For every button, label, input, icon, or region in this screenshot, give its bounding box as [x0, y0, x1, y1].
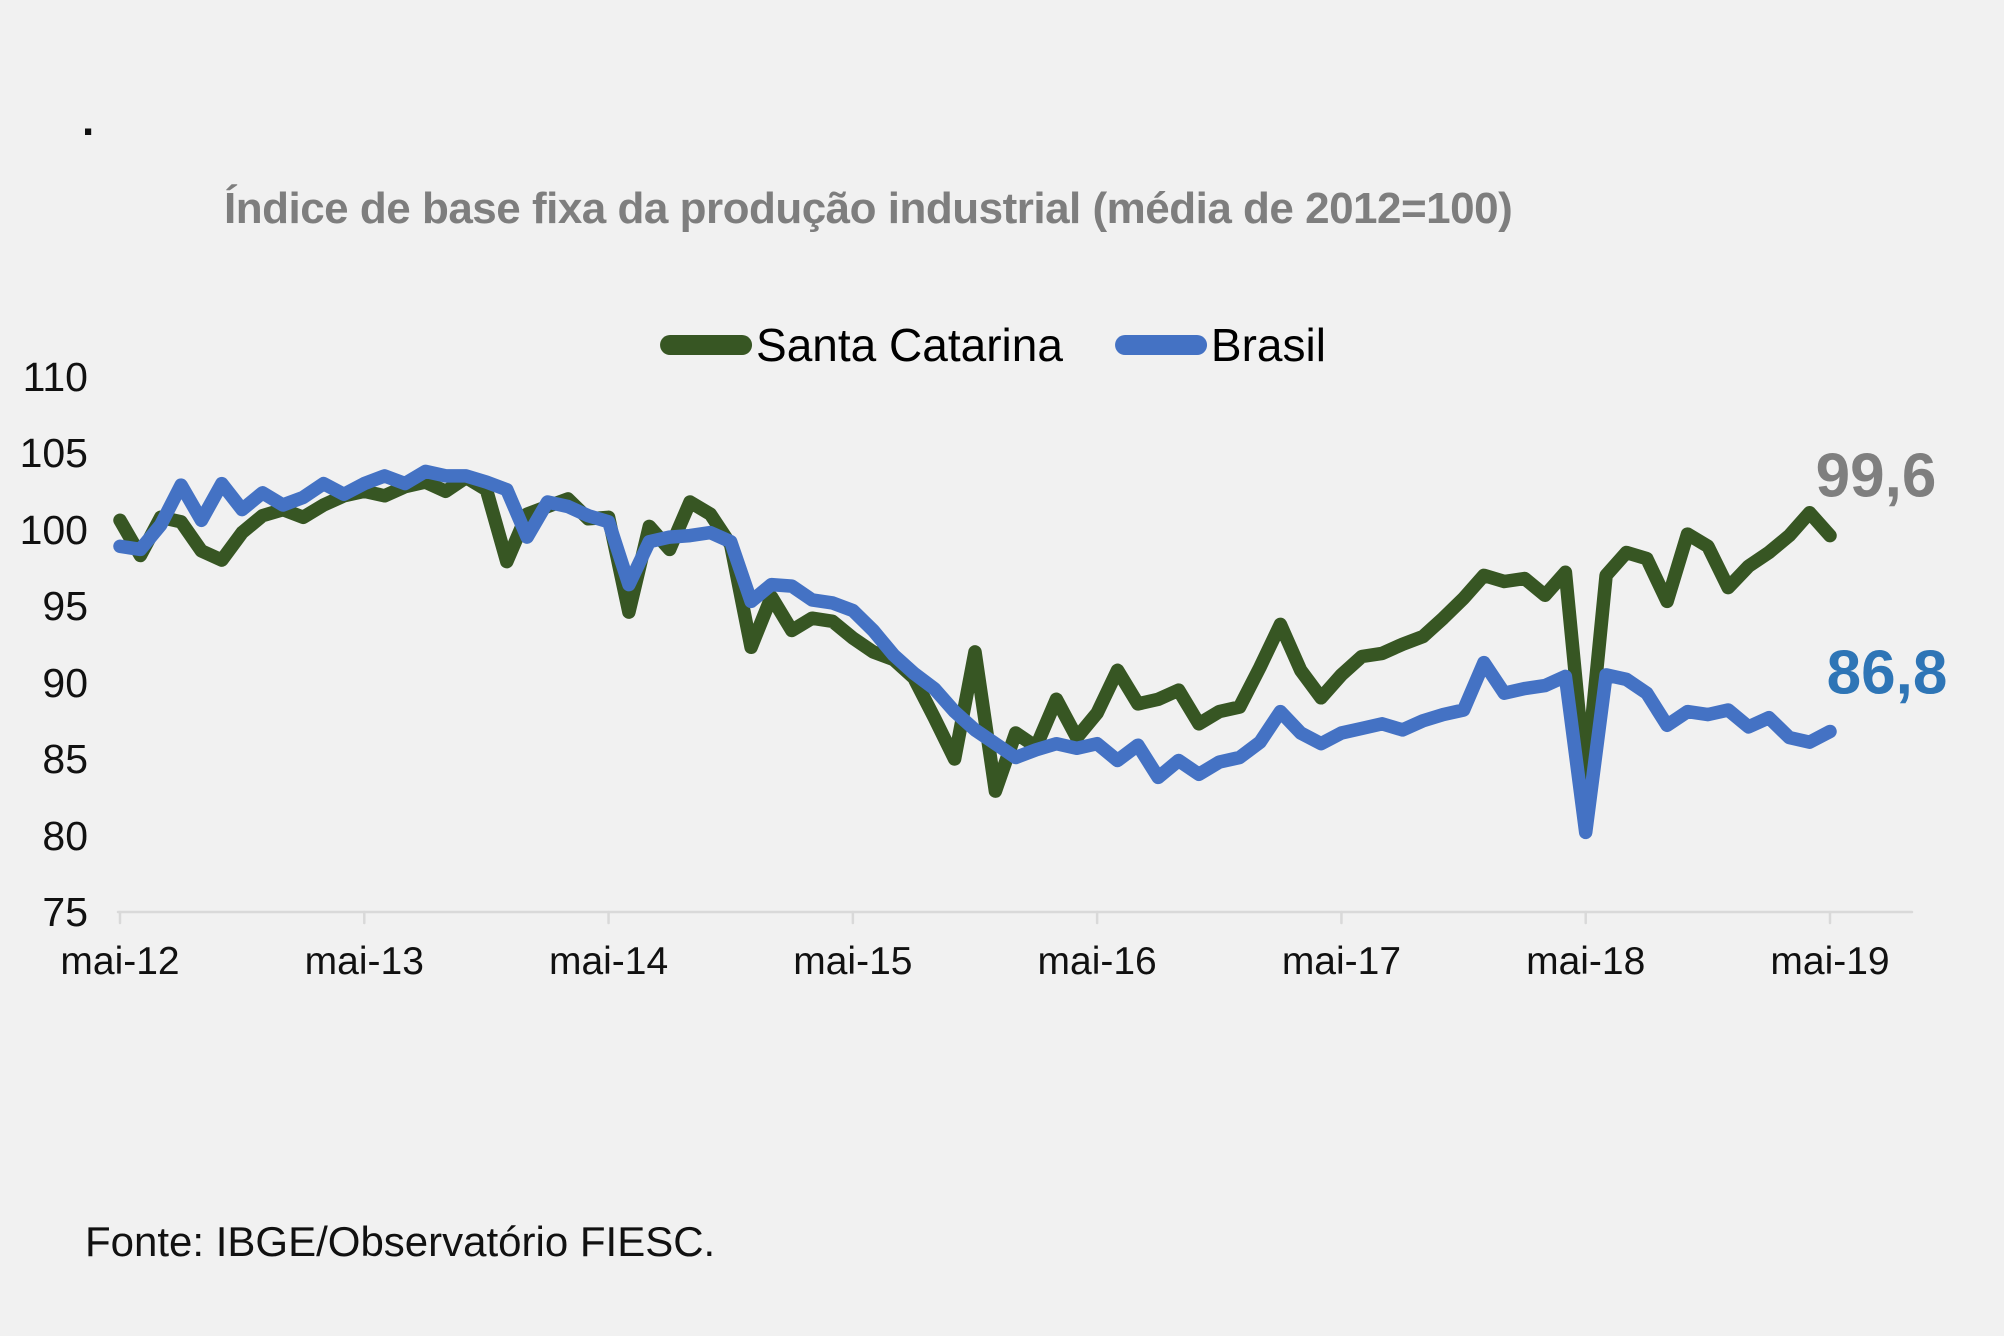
- x-axis-label-mai-13: mai-13: [304, 940, 424, 983]
- brasil-last-value-label: 86,8: [1826, 638, 1948, 708]
- legend-label-santa-catarina: Santa Catarina: [756, 319, 1063, 371]
- legend-item-brasil: Brasil: [1114, 318, 1326, 372]
- santa-catarina-last-value-label: 99,6: [1815, 441, 1937, 511]
- legend-item-santa-catarina: Santa Catarina: [660, 318, 1063, 372]
- y-axis-label-80: 80: [42, 812, 88, 859]
- chart-legend: Santa Catarina Brasil: [660, 318, 1326, 372]
- series-line-brasil: [113, 464, 1837, 840]
- legend-label-brasil: Brasil: [1210, 319, 1326, 371]
- stray-period-mark: .: [82, 96, 95, 145]
- y-axis-label-95: 95: [42, 583, 88, 629]
- y-axis-label-100: 100: [19, 506, 88, 553]
- chart-title: Índice de base fixa da produção industri…: [224, 184, 1513, 233]
- x-axis-label-mai-14: mai-14: [548, 940, 669, 983]
- y-axis-label-110: 110: [22, 353, 88, 400]
- y-axis-label-85: 85: [42, 736, 88, 782]
- x-axis-label-mai-15: mai-15: [793, 940, 913, 983]
- x-axis-label-mai-12: mai-12: [60, 940, 180, 983]
- y-axis-label-105: 105: [19, 430, 88, 476]
- y-axis-label-90: 90: [42, 659, 88, 706]
- x-axis-label-mai-17: mai-17: [1281, 940, 1402, 983]
- x-axis-label-mai-18: mai-18: [1526, 940, 1646, 983]
- y-axis-label-75: 75: [42, 889, 88, 935]
- brasil-line-swatch-icon: [1114, 335, 1207, 355]
- source-note: Fonte: IBGE/Observatório FIESC.: [85, 1218, 716, 1265]
- x-axis-label-mai-19: mai-19: [1770, 940, 1890, 983]
- x-axis-label-mai-16: mai-16: [1037, 940, 1157, 983]
- santa-catarina-line-swatch-icon: [660, 335, 753, 355]
